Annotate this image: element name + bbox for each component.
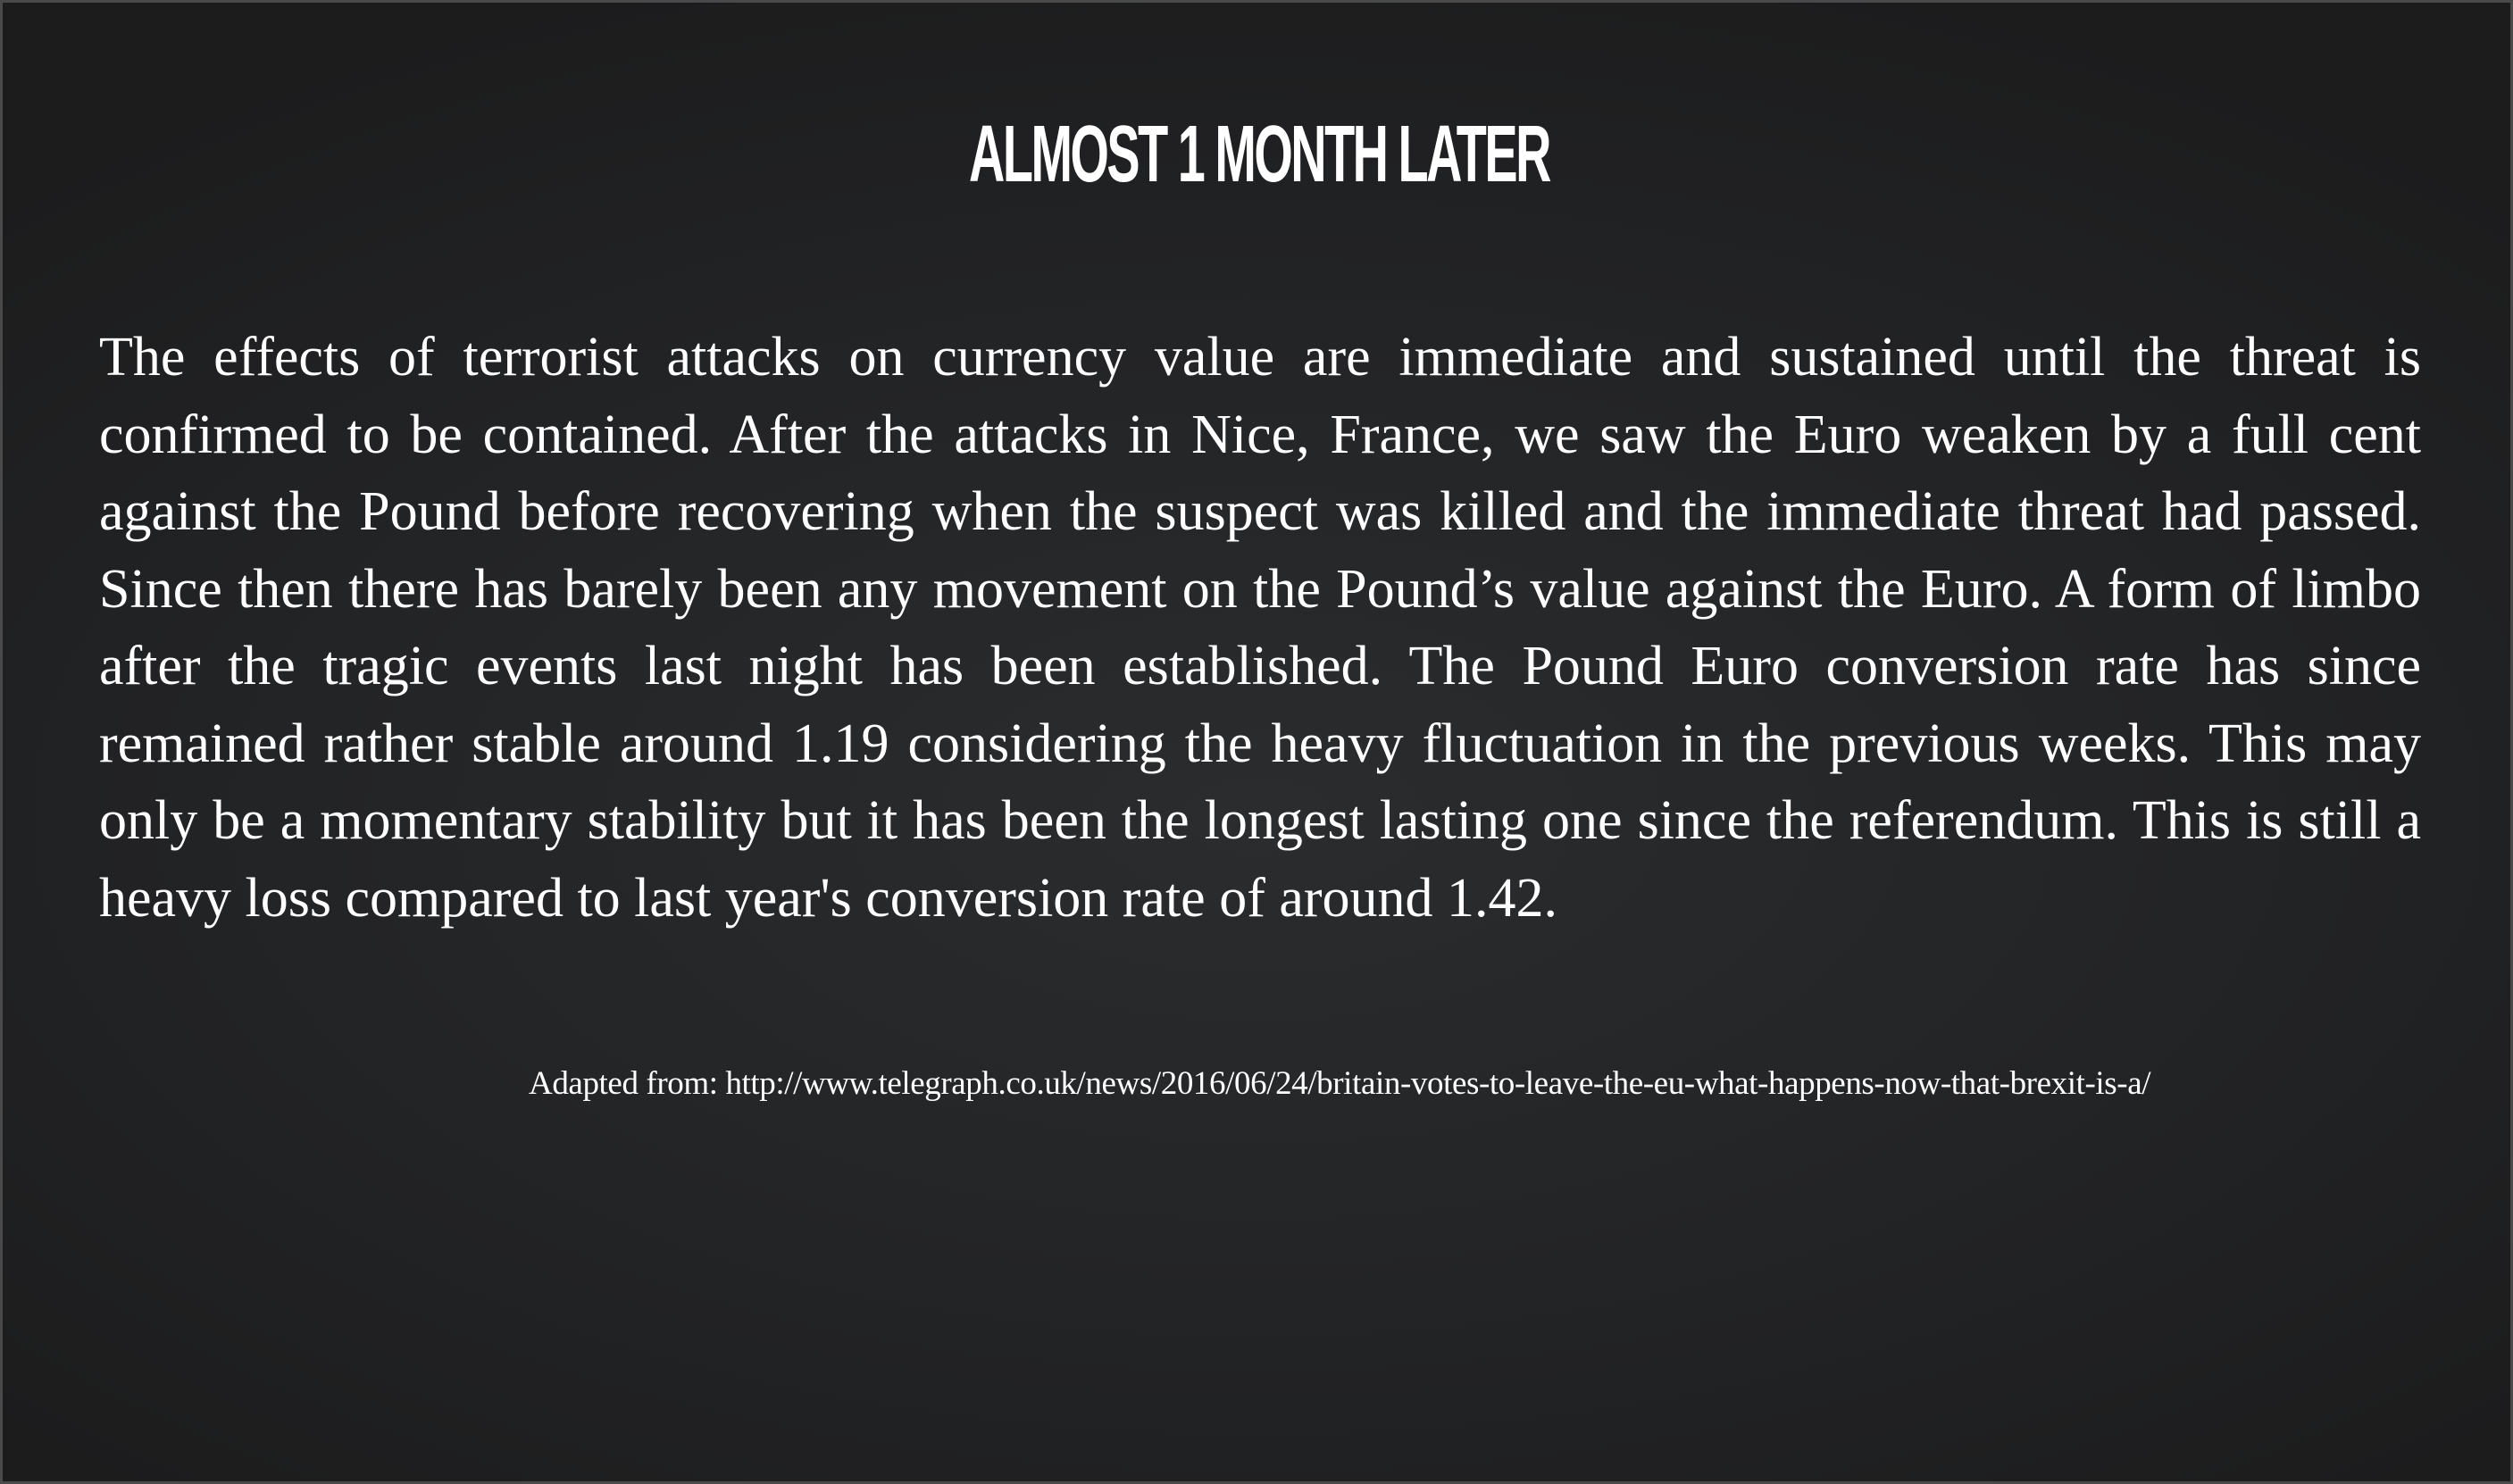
body-paragraph: The effects of terrorist attacks on curr… [99,327,2421,929]
source-citation: Adapted from: http://www.telegraph.co.uk… [529,1065,2151,1102]
slide-title: ALMOST 1 MONTH LATER [969,110,1551,199]
